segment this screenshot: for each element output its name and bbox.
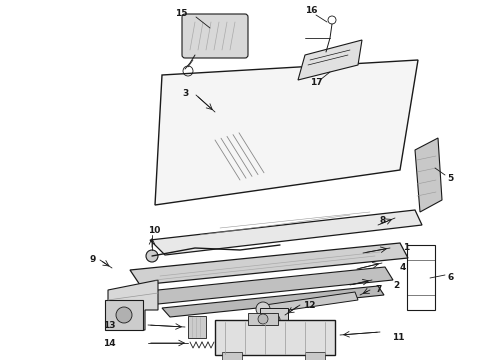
Bar: [305, 352, 325, 360]
Text: 8: 8: [380, 216, 386, 225]
Bar: [260, 308, 288, 332]
Text: 9: 9: [89, 256, 96, 265]
Text: 17: 17: [310, 77, 322, 86]
Polygon shape: [148, 267, 393, 304]
Text: 11: 11: [392, 333, 405, 342]
Circle shape: [268, 314, 280, 326]
Circle shape: [258, 314, 268, 324]
Polygon shape: [150, 210, 422, 255]
Text: 14: 14: [103, 338, 116, 347]
Polygon shape: [415, 138, 442, 212]
Text: 5: 5: [447, 174, 453, 183]
Polygon shape: [298, 40, 362, 80]
Text: 2: 2: [393, 280, 399, 289]
Text: 16: 16: [305, 5, 318, 14]
Text: 12: 12: [303, 301, 316, 310]
Text: 7: 7: [375, 285, 381, 294]
Polygon shape: [162, 286, 384, 317]
Text: 15: 15: [175, 9, 188, 18]
Circle shape: [146, 250, 158, 262]
Polygon shape: [215, 320, 335, 355]
Text: 4: 4: [400, 264, 406, 273]
Polygon shape: [265, 292, 358, 313]
Text: 3: 3: [182, 89, 188, 98]
Text: 6: 6: [447, 274, 453, 283]
Polygon shape: [130, 243, 408, 285]
Polygon shape: [108, 280, 158, 330]
Bar: [248, 313, 278, 325]
Bar: [105, 300, 143, 330]
Polygon shape: [155, 60, 418, 205]
Bar: [188, 316, 206, 338]
Text: 10: 10: [148, 225, 160, 234]
Text: 1: 1: [403, 243, 409, 252]
Bar: [222, 352, 242, 360]
Text: 13: 13: [103, 320, 116, 329]
Circle shape: [256, 302, 270, 316]
FancyBboxPatch shape: [182, 14, 248, 58]
Circle shape: [116, 307, 132, 323]
